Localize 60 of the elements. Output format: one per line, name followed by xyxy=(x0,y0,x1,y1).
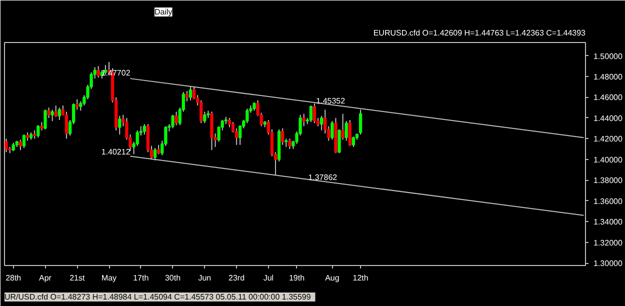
x-tick-label: 28th xyxy=(6,274,22,282)
candlestick xyxy=(64,111,68,140)
y-tick-label: 1.34000 xyxy=(594,218,623,227)
x-tick-label: 21st xyxy=(70,274,86,282)
candlestick xyxy=(58,107,61,121)
x-tick-label: 17th xyxy=(133,274,149,282)
x-tick-label: Jul xyxy=(263,274,274,282)
candlestick xyxy=(352,136,356,148)
candlestick xyxy=(302,113,306,127)
candlestick xyxy=(174,111,178,126)
x-tick-label: Apr xyxy=(39,274,52,282)
y-tick-label: 1.42000 xyxy=(594,134,623,144)
y-tick-label: 1.40000 xyxy=(594,155,623,164)
candlestick xyxy=(185,90,189,102)
text: Daily xyxy=(154,8,172,16)
candlestick xyxy=(54,105,58,118)
candlestick xyxy=(142,124,146,136)
candlestick xyxy=(18,139,22,151)
candlestick xyxy=(118,115,122,136)
candlestick xyxy=(281,128,284,146)
x-tick-label: May xyxy=(101,274,117,282)
y-tick-label: 1.32000 xyxy=(594,238,623,248)
y-tick-label: 1.50000 xyxy=(594,52,623,61)
y-tick-label: 1.38000 xyxy=(594,176,623,186)
candlestick xyxy=(22,134,26,148)
annotation: 1.45352 xyxy=(316,96,346,106)
candlestick xyxy=(157,144,160,155)
candlestick xyxy=(44,109,47,130)
text: UR/USD.cfd O=1.48273 H=1.48984 L=1.45094 C=1.45573 05.05.11 00:00:00 1.35599 xyxy=(4,292,312,302)
candlestick xyxy=(96,66,100,78)
x-tick-label: 12th xyxy=(352,274,368,282)
candlestick xyxy=(50,109,54,122)
candlestick xyxy=(309,105,313,123)
chart-title: EURUSD.cfd O=1.42609 H=1.44763 L=1.42363 C=1.44393 xyxy=(373,28,586,38)
candlestick xyxy=(203,111,206,124)
candlestick xyxy=(330,120,334,140)
y-tick-label: 1.44000 xyxy=(594,114,623,123)
candlestick xyxy=(288,138,292,150)
x-tick-label: 19th xyxy=(288,274,305,282)
candlestick xyxy=(188,86,192,101)
x-tick-label: Jun xyxy=(198,274,212,282)
annotation: 1.37862 xyxy=(308,173,338,182)
x-tick-label: Aug xyxy=(325,274,340,282)
candlestick xyxy=(36,124,40,138)
candlestick xyxy=(320,115,324,131)
candlestick xyxy=(210,111,214,151)
y-tick-label: 1.48000 xyxy=(594,72,623,82)
candlestick xyxy=(341,113,344,140)
candlestick xyxy=(47,107,50,118)
candlestick xyxy=(348,120,352,146)
y-tick-label: 1.46000 xyxy=(594,93,623,102)
x-tick-label: 23rd xyxy=(228,274,245,282)
annotation: 1.40212 xyxy=(101,147,131,156)
candlestick xyxy=(171,114,174,129)
y-tick-label: 1.36000 xyxy=(594,196,623,206)
candlestick xyxy=(76,98,79,110)
candlestick xyxy=(358,109,362,136)
candlestick xyxy=(312,102,316,124)
x-tick-label: 30th xyxy=(164,274,181,282)
y-tick-label: 1.30000 xyxy=(594,259,623,268)
